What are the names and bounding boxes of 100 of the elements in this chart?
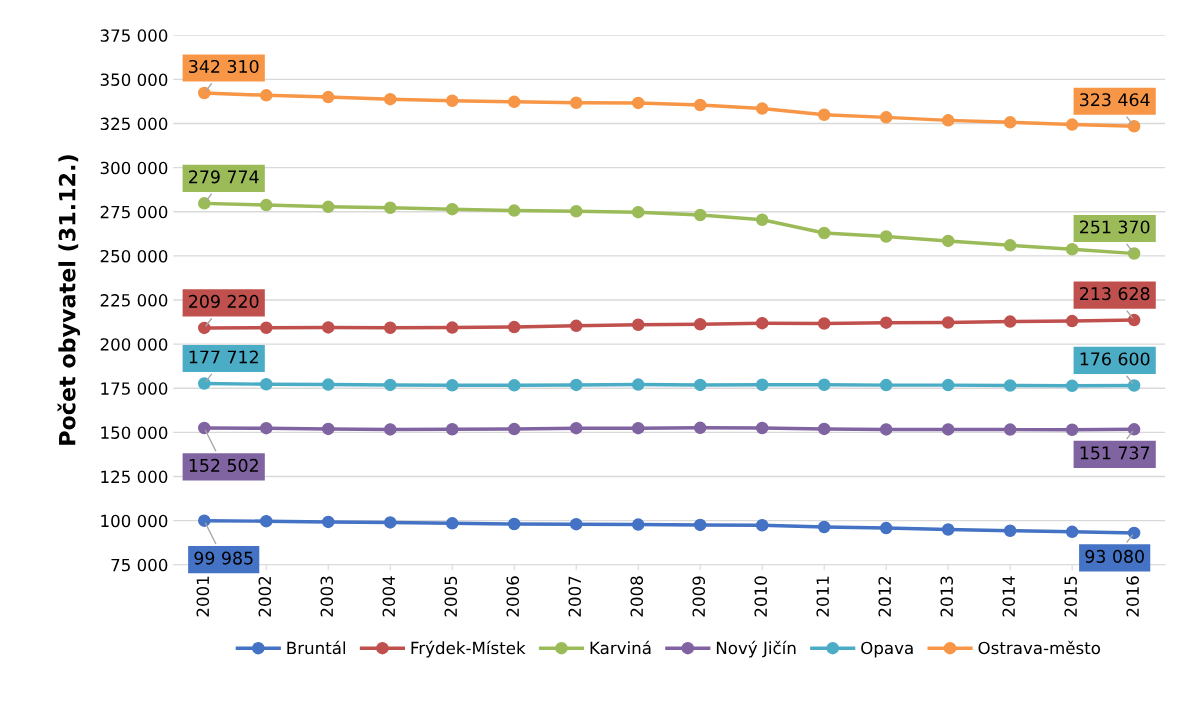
point [1003, 423, 1017, 436]
y-tick-label: 325 000 [100, 117, 168, 131]
point [1003, 315, 1017, 328]
point [383, 423, 397, 436]
point [1003, 379, 1017, 392]
point [755, 519, 769, 532]
y-axis-title: Počet obyvatel (31.12.) [57, 155, 81, 445]
data-label: 342 310 [189, 59, 259, 74]
point [941, 378, 955, 392]
point [260, 321, 273, 335]
x-tick-label: 2001 [196, 576, 210, 617]
point [569, 96, 583, 109]
point [1127, 120, 1141, 133]
point [569, 517, 583, 531]
y-tick-label: 125 000 [101, 470, 168, 484]
point [1003, 239, 1017, 252]
x-tick-label: 2005 [444, 576, 458, 617]
x-tick-label: 2012 [878, 576, 891, 617]
point [693, 378, 707, 392]
y-tick-label: 100 000 [101, 514, 168, 528]
point [693, 421, 707, 435]
point [322, 378, 335, 391]
x-tick-label: 2008 [630, 576, 644, 617]
point [1127, 423, 1141, 436]
point [879, 111, 893, 124]
y-tick-label: 275 000 [100, 205, 168, 219]
point [879, 378, 893, 392]
point [1127, 526, 1141, 540]
x-tick-label: 2014 [1002, 576, 1015, 617]
point [445, 321, 459, 334]
point [941, 423, 955, 436]
point [693, 518, 707, 532]
point [198, 514, 211, 527]
point [260, 198, 273, 212]
point [507, 320, 521, 334]
point [941, 316, 955, 329]
y-tick-label: 350 000 [100, 73, 168, 86]
point [198, 421, 211, 435]
legend-label: Ostrava-město [978, 640, 1101, 655]
point [879, 230, 893, 243]
data-label: 177 712 [189, 350, 258, 364]
data-label: 176 600 [1080, 352, 1150, 366]
point [260, 377, 273, 391]
point [322, 515, 335, 529]
legend-label: Opava [861, 641, 913, 658]
x-tick-label: 2013 [940, 576, 953, 617]
point [693, 208, 707, 222]
point [507, 517, 521, 531]
y-tick-label: 175 000 [101, 382, 168, 395]
data-label: 93 080 [1085, 549, 1144, 563]
x-tick-label: 2015 [1064, 576, 1077, 617]
point [693, 317, 707, 331]
x-tick-label: 2003 [320, 576, 334, 617]
point [817, 378, 831, 392]
point [322, 422, 335, 436]
point [755, 316, 769, 330]
point [1127, 379, 1141, 392]
x-tick-label: 2007 [568, 576, 582, 617]
point [445, 202, 459, 216]
point [693, 98, 707, 112]
point [1127, 313, 1141, 327]
x-tick-label: 2010 [754, 576, 768, 617]
point [1065, 423, 1079, 437]
point [879, 423, 893, 436]
point [198, 197, 211, 210]
point [198, 321, 211, 335]
y-tick-label: 250 000 [100, 249, 168, 263]
point [507, 204, 521, 217]
point [383, 516, 397, 529]
point [1065, 118, 1079, 131]
x-tick-label: 2016 [1126, 576, 1139, 617]
point [755, 102, 769, 115]
point [755, 213, 769, 226]
point [631, 318, 645, 332]
y-tick-label: 200 000 [100, 338, 168, 351]
x-tick-label: 2004 [382, 576, 396, 617]
point [817, 520, 831, 534]
point [383, 92, 397, 106]
data-label: 152 502 [189, 458, 258, 472]
legend-label: Frýdek-Místek [411, 640, 526, 658]
point [1003, 116, 1017, 129]
data-label: 213 628 [1080, 287, 1150, 301]
point [817, 422, 831, 436]
legend-label: Bruntál [287, 640, 346, 655]
point [322, 321, 335, 334]
data-label: 251 370 [1080, 220, 1150, 234]
y-tick-label: 150 000 [101, 426, 168, 439]
point [1127, 247, 1141, 260]
point [445, 422, 459, 436]
point [879, 316, 893, 329]
y-tick-label: 225 000 [100, 294, 168, 307]
point [445, 379, 459, 392]
point [879, 521, 893, 535]
point [631, 205, 645, 219]
point [569, 319, 583, 333]
data-label: 209 220 [189, 294, 259, 308]
point [1065, 525, 1079, 539]
x-tick-label: 2009 [692, 576, 706, 617]
point [941, 114, 955, 127]
data-label: 151 737 [1080, 446, 1150, 460]
